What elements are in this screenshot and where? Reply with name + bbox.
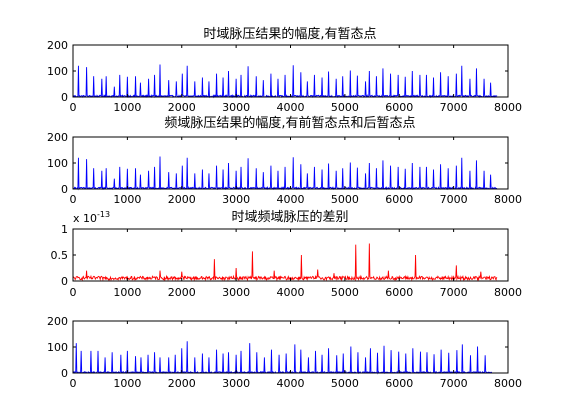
x-tick-label: 6000 [385,101,413,114]
subplot-3-marks [72,243,498,282]
x-tick-label: 5000 [331,101,359,114]
y-tick-label: 200 [47,131,68,144]
subplot-1-axes-box [72,44,509,98]
x-tick-label: 8000 [494,286,522,299]
x-tick-label: 2000 [168,377,196,390]
subplot-2-ticks [72,136,509,190]
x-tick-label: 4000 [277,286,305,299]
subplot-2: 频域脉压结果的幅度,有前暂态点和后暂态点 0 1000 2000 3000 40… [47,115,522,206]
subplot-3-ticks [72,228,509,282]
subplot-4-marks [72,341,493,375]
subplot-2-marks [72,156,498,191]
x-tick-label: 4000 [277,193,305,206]
x-tick-label: 0 [70,101,77,114]
x-tick-label: 8000 [494,193,522,206]
y-tick-label: 1 [61,223,68,236]
x-tick-label: 6000 [385,286,413,299]
x-tick-label: 7000 [440,377,468,390]
subplot-3-ytick-labels: 0 0.5 1 [51,223,69,288]
x-tick-label: 6000 [385,377,413,390]
subplot-3-xtick-labels: 0 1000 2000 3000 4000 5000 6000 7000 800… [70,286,523,299]
x-tick-label: 5000 [331,193,359,206]
x-tick-label: 7000 [440,101,468,114]
exponent-base: x 10 [73,212,97,225]
subplot-3-axes-box [72,228,509,282]
series-line [72,156,498,191]
subplot-4-ytick-labels: 0 100 200 [47,315,68,380]
y-tick-label: 100 [47,65,68,78]
x-tick-label: 7000 [440,286,468,299]
subplot-3-title: 时域频域脉压的差别 [231,209,348,225]
x-tick-label: 2000 [168,286,196,299]
x-tick-label: 6000 [385,193,413,206]
x-tick-label: 3000 [222,101,250,114]
y-tick-label: 0 [61,183,68,196]
subplot-1-ticks [72,44,509,98]
subplot-2-axes-box [72,136,509,190]
x-tick-label: 0 [70,193,77,206]
y-tick-label: 100 [47,341,68,354]
subplot-1-title: 时域脉压结果的幅度,有暂态点 [203,26,376,42]
x-tick-label: 7000 [440,193,468,206]
subplot-1-xtick-labels: 0 1000 2000 3000 4000 5000 6000 7000 800… [70,101,523,114]
series-line [72,64,498,99]
x-tick-label: 5000 [331,377,359,390]
x-tick-label: 8000 [494,377,522,390]
subplot-1: 时域脉压结果的幅度,有暂态点 0 1000 2000 3000 4000 500… [47,26,522,114]
subplot-4-ticks [72,320,509,374]
subplot-2-title: 频域脉压结果的幅度,有前暂态点和后暂态点 [164,115,415,131]
subplot-3: 时域频域脉压的差别 x 10-13 0 1000 2000 3000 4000 … [51,209,523,299]
x-tick-label: 1000 [113,377,141,390]
x-tick-label: 2000 [168,193,196,206]
x-tick-label: 3000 [222,286,250,299]
x-tick-label: 8000 [494,101,522,114]
subplot-2-xtick-labels: 0 1000 2000 3000 4000 5000 6000 7000 800… [70,193,523,206]
x-tick-label: 0 [70,286,77,299]
subplot-4-xtick-labels: 0 1000 2000 3000 4000 5000 6000 7000 800… [70,377,523,390]
x-tick-label: 3000 [222,193,250,206]
x-tick-label: 1000 [113,101,141,114]
subplot-4: 0 1000 2000 3000 4000 5000 6000 7000 800… [47,315,522,390]
x-tick-label: 4000 [277,377,305,390]
subplot-1-ytick-labels: 0 100 200 [47,39,68,104]
x-tick-label: 3000 [222,377,250,390]
subplot-2-ytick-labels: 0 100 200 [47,131,68,196]
series-line [72,341,493,375]
x-tick-label: 0 [70,377,77,390]
y-tick-label: 0 [61,367,68,380]
series-line [72,243,498,282]
y-tick-label: 200 [47,315,68,328]
exponent-power: -13 [97,210,110,219]
subplot-1-marks [72,64,498,99]
x-tick-label: 1000 [113,286,141,299]
x-tick-label: 2000 [168,101,196,114]
y-tick-label: 200 [47,39,68,52]
y-tick-label: 100 [47,157,68,170]
x-tick-label: 1000 [113,193,141,206]
subplot-4-axes-box [72,320,509,374]
y-tick-label: 0.5 [51,249,69,262]
subplot-3-exponent-label: x 10-13 [73,210,110,225]
x-tick-label: 5000 [331,286,359,299]
x-tick-label: 4000 [277,101,305,114]
y-tick-label: 0 [61,275,68,288]
y-tick-label: 0 [61,91,68,104]
